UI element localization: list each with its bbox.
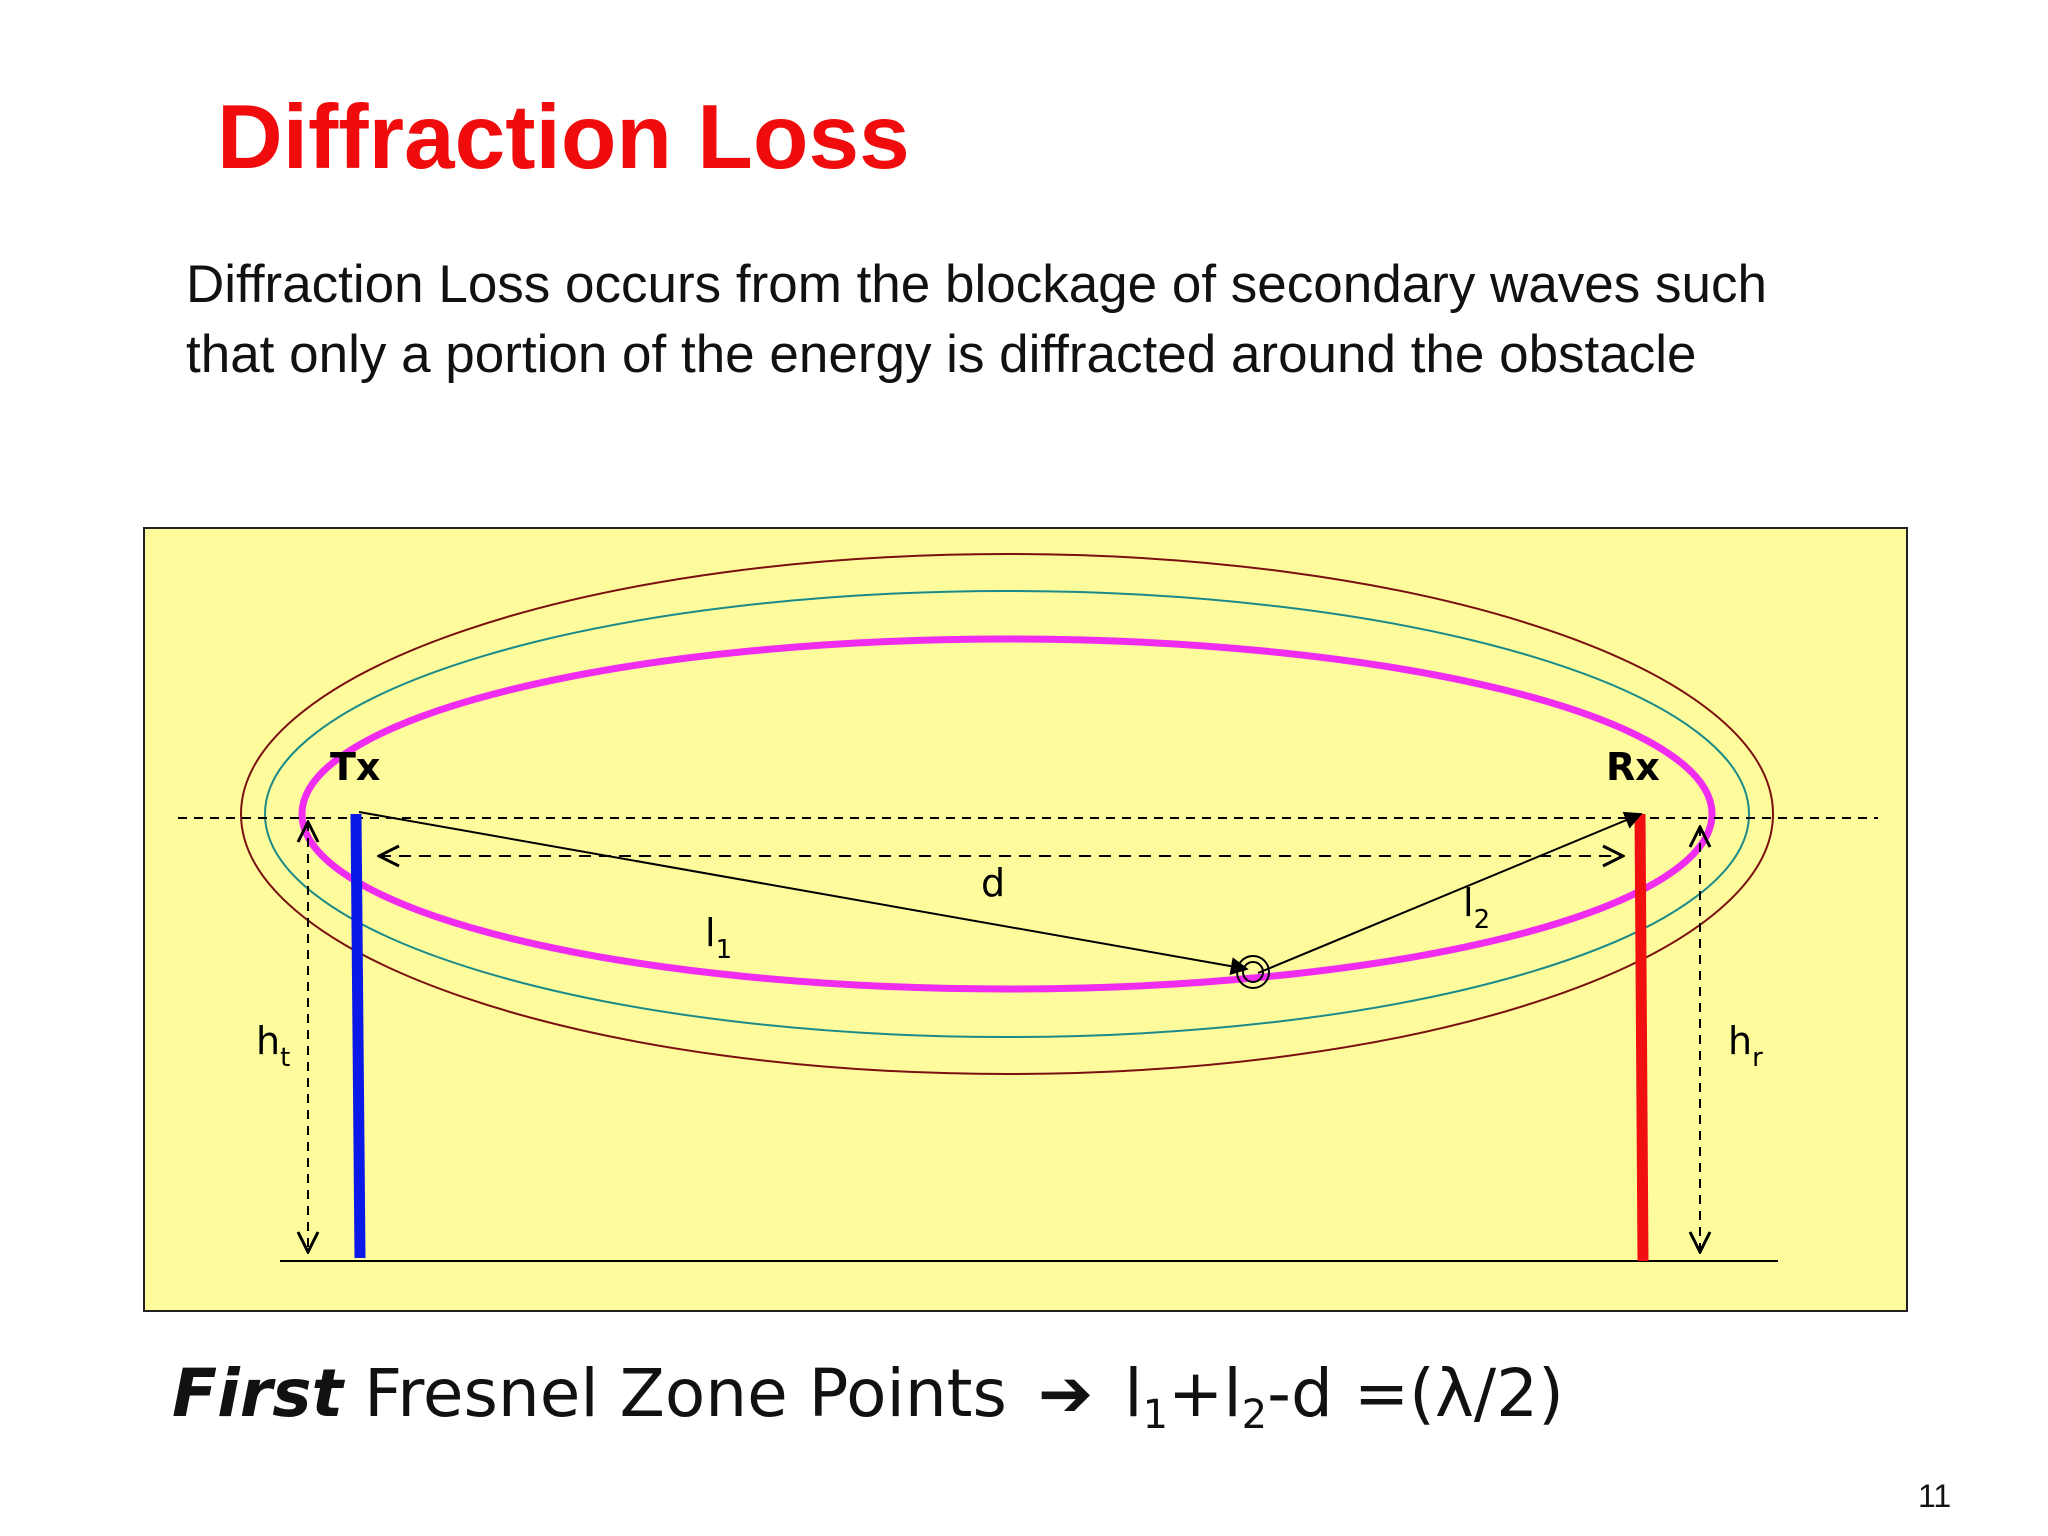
rx-label: Rx [1606,745,1660,789]
l2-letter: l [1463,881,1474,925]
page-number: 11 [1918,1478,1952,1514]
obstacle-point-outer [1236,955,1270,989]
slide-description: Diffraction Loss occurs from the blockag… [186,250,1986,390]
hr-letter: h [1728,1019,1752,1063]
first-fresnel-zone [298,635,1716,993]
third-fresnel-zone [240,553,1774,1075]
ht-letter: h [256,1019,280,1063]
l2-label: l2 [1463,881,1490,935]
l2-subscript: 2 [1474,905,1491,935]
obstacle-point-inner [1242,961,1264,983]
second-fresnel-zone [264,590,1750,1038]
formula-text: Fresnel Zone Points [364,1355,1007,1432]
formula-rest: -d =(λ/2) [1267,1355,1564,1432]
fresnel-zone-diagram: Tx Rx d l1 l2 ht hr [143,527,1908,1312]
tx-antenna [350,813,366,1259]
l1-label: l1 [705,911,732,965]
right-arrow-icon: ➔ [1037,1355,1094,1432]
slide-title: Diffraction Loss [217,87,910,188]
formula-plus: + [1168,1355,1224,1432]
path-l2 [1257,811,1643,974]
description-line-1: Diffraction Loss occurs from the blockag… [186,255,1767,314]
formula-first-word: First [172,1355,344,1432]
formula-sub2: 2 [1241,1392,1268,1438]
ht-label: ht [256,1019,290,1073]
path-l1 [358,811,1249,976]
description-line-2: that only a portion of the energy is dif… [186,325,1697,384]
d-label: d [981,861,1005,905]
ht-subscript: t [280,1043,290,1073]
formula-l2: l [1223,1355,1242,1432]
l1-subscript: 1 [716,935,733,965]
hr-subscript: r [1752,1043,1763,1073]
hr-label: hr [1728,1019,1763,1073]
tx-label: Tx [330,745,380,789]
formula-l1: l [1124,1355,1143,1432]
formula-sub1: 1 [1142,1392,1169,1438]
l1-letter: l [705,911,716,955]
fresnel-formula: First Fresnel Zone Points ➔ l1+l2-d =(λ/… [172,1355,1564,1438]
rx-antenna [1634,813,1649,1262]
